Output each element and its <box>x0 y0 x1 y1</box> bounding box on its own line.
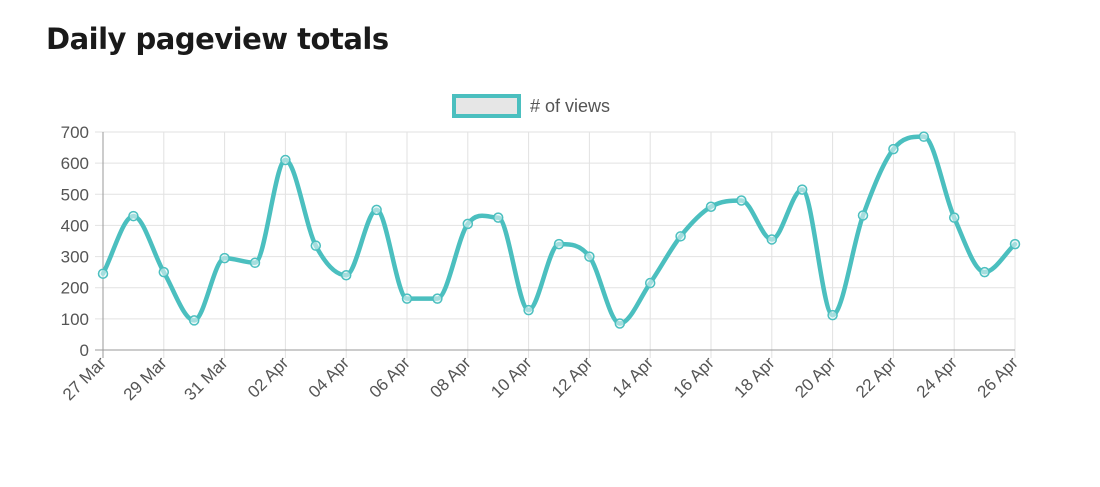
y-tick-label: 0 <box>80 341 89 360</box>
data-point <box>340 270 352 281</box>
y-tick-label: 200 <box>61 279 89 298</box>
data-point <box>128 210 139 222</box>
y-tick-label: 500 <box>61 185 89 204</box>
data-point <box>553 238 565 250</box>
x-tick-label: 20 Apr <box>791 353 839 401</box>
x-tick-label: 18 Apr <box>730 353 778 401</box>
x-tick-label: 14 Apr <box>609 353 657 401</box>
data-point <box>796 184 808 195</box>
data-point <box>584 251 595 262</box>
x-tick-label: 06 Apr <box>366 353 414 401</box>
data-point <box>827 309 838 321</box>
x-tick-label: 29 Mar <box>120 353 171 404</box>
data-point <box>948 212 960 223</box>
y-tick-label: 700 <box>61 123 89 142</box>
x-tick-label: 31 Mar <box>181 353 232 404</box>
series-line <box>100 134 1018 326</box>
chart-legend: # of views <box>452 94 610 118</box>
legend-swatch <box>452 94 521 118</box>
data-point <box>158 266 170 278</box>
x-tick-label: 12 Apr <box>548 353 596 401</box>
legend-label: # of views <box>530 96 610 116</box>
y-tick-label: 300 <box>61 248 89 267</box>
x-tick-label: 26 Apr <box>974 353 1022 401</box>
chart-axes <box>102 132 1015 351</box>
data-point <box>310 240 322 251</box>
y-axis-labels: 0 100 200 300 400 500 600 700 <box>61 123 89 360</box>
data-point <box>644 277 656 289</box>
data-point <box>888 143 899 155</box>
x-tick-label: 08 Apr <box>426 353 474 401</box>
data-point <box>918 131 930 142</box>
data-point <box>188 315 200 326</box>
data-point <box>280 154 291 166</box>
data-point <box>736 195 747 206</box>
data-point <box>857 210 869 221</box>
data-point <box>432 293 443 304</box>
x-tick-label: 24 Apr <box>913 353 961 401</box>
data-point <box>705 201 717 212</box>
x-tick-label: 27 Mar <box>59 353 110 404</box>
data-point <box>462 218 474 230</box>
x-axis-labels: 27 Mar 29 Mar 31 Mar 02 Apr 04 Apr 06 Apr 08 A… <box>59 353 1022 404</box>
data-point <box>249 257 261 269</box>
x-tick-label: 02 Apr <box>244 353 292 401</box>
y-tick-label: 600 <box>61 154 89 173</box>
page-title: Daily pageview totals <box>46 22 389 56</box>
x-tick-label: 22 Apr <box>852 353 900 401</box>
data-point <box>523 304 534 316</box>
data-point <box>614 318 626 329</box>
data-point <box>675 231 686 242</box>
data-point <box>766 234 778 245</box>
x-tick-label: 16 Apr <box>670 353 718 401</box>
data-point <box>979 266 990 278</box>
data-point <box>492 212 504 223</box>
y-tick-label: 400 <box>61 216 89 235</box>
y-tick-label: 100 <box>61 310 89 329</box>
data-point <box>219 252 230 264</box>
data-point <box>371 204 382 216</box>
x-tick-label: 10 Apr <box>487 353 535 401</box>
series-group <box>97 131 1021 329</box>
data-point <box>1009 238 1021 250</box>
data-point <box>401 293 413 304</box>
x-tick-label: 04 Apr <box>305 353 353 401</box>
data-point <box>97 268 109 279</box>
